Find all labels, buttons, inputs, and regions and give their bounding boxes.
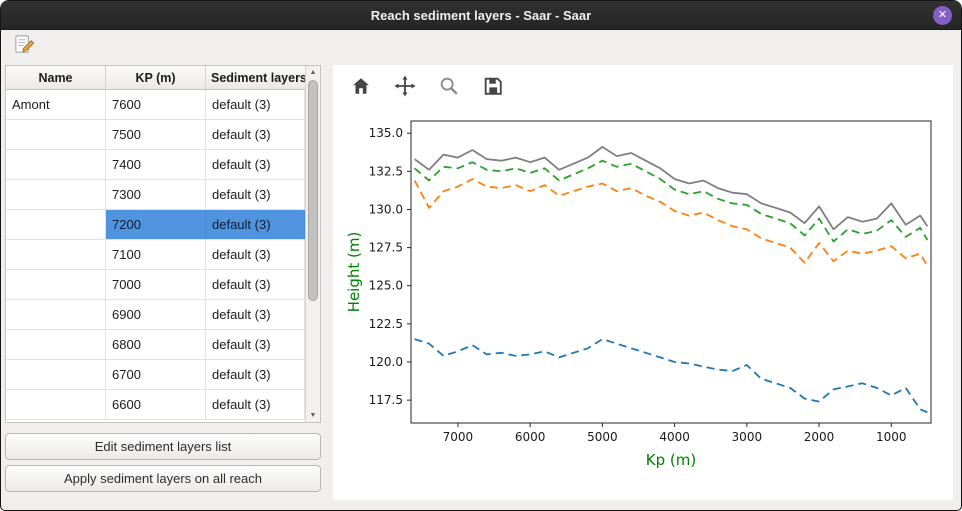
svg-text:125.0: 125.0 (369, 279, 403, 293)
cell-name (6, 240, 106, 269)
table-scrollbar[interactable]: ▲ ▼ (305, 66, 320, 422)
plot-panel: 117.5 120.0 122.5 125.0 127.5 130.0 132.5 135.0… (333, 65, 953, 500)
table-header: Name KP (m) Sediment layers (6, 66, 320, 90)
scrollbar-thumb[interactable] (308, 80, 318, 301)
svg-text:135.0: 135.0 (369, 126, 403, 140)
floppy-disk-icon (482, 75, 504, 102)
cell-kp: 6600 (106, 390, 206, 419)
cell-layers: default (3) (206, 120, 305, 149)
cell-name (6, 390, 106, 419)
cell-layers: default (3) (206, 270, 305, 299)
table-row[interactable]: 7400 default (3) (6, 150, 305, 180)
cell-layers: default (3) (206, 300, 305, 329)
home-button[interactable] (345, 73, 377, 103)
cell-name (6, 150, 106, 179)
cell-name (6, 360, 106, 389)
cell-layers: default (3) (206, 390, 305, 419)
series-water-line (414, 146, 929, 231)
edit-sediment-layers-list-button[interactable]: Edit sediment layers list (5, 433, 321, 460)
cell-name (6, 180, 106, 209)
magnifier-icon (438, 75, 460, 102)
table-row[interactable]: 6700 default (3) (6, 360, 305, 390)
titlebar[interactable]: Reach sediment layers - Saar - Saar ✕ (1, 1, 961, 30)
svg-text:2000: 2000 (804, 430, 835, 444)
cell-layers: default (3) (206, 330, 305, 359)
y-axis-label: Height (m) (345, 232, 363, 313)
x-axis-label: Kp (m) (646, 451, 696, 469)
svg-text:6000: 6000 (515, 430, 546, 444)
plot-toolbar (333, 65, 953, 105)
edit-sediment-button[interactable] (11, 34, 37, 60)
cell-layers: default (3) (206, 150, 305, 179)
svg-text:130.0: 130.0 (369, 202, 403, 216)
table-row[interactable]: 6600 default (3) (6, 390, 305, 420)
cell-layers: default (3) (206, 90, 305, 119)
svg-text:1000: 1000 (876, 430, 907, 444)
cell-name (6, 330, 106, 359)
cell-layers: default (3) (206, 210, 305, 239)
cell-name: Amont (6, 90, 106, 119)
main-toolbar (11, 34, 37, 60)
close-icon: ✕ (937, 9, 948, 21)
table-row[interactable]: 7500 default (3) (6, 120, 305, 150)
cell-layers: default (3) (206, 360, 305, 389)
svg-text:7000: 7000 (443, 430, 474, 444)
scroll-up-icon[interactable]: ▲ (309, 69, 317, 76)
table-row[interactable]: Amont 7600 default (3) (6, 90, 305, 120)
table-row[interactable]: 7200 default (3) (6, 210, 305, 240)
table-row[interactable]: 7000 default (3) (6, 270, 305, 300)
svg-text:120.0: 120.0 (369, 355, 403, 369)
cell-layers: default (3) (206, 180, 305, 209)
cell-name (6, 120, 106, 149)
svg-text:132.5: 132.5 (369, 164, 403, 178)
header-sediment-layers[interactable]: Sediment layers (206, 66, 320, 89)
cell-kp: 7000 (106, 270, 206, 299)
table-row[interactable]: 7300 default (3) (6, 180, 305, 210)
header-name[interactable]: Name (6, 66, 106, 89)
window-title: Reach sediment layers - Saar - Saar (370, 7, 592, 23)
zoom-button[interactable] (433, 73, 465, 103)
sediment-profile-chart[interactable]: 117.5 120.0 122.5 125.0 127.5 130.0 132.5 135.0… (339, 105, 943, 489)
cell-kp: 6900 (106, 300, 206, 329)
cell-name (6, 270, 106, 299)
cell-name (6, 300, 106, 329)
save-button[interactable] (477, 73, 509, 103)
cell-kp: 7400 (106, 150, 206, 179)
table-row[interactable]: 6800 default (3) (6, 330, 305, 360)
svg-text:3000: 3000 (732, 430, 763, 444)
svg-text:117.5: 117.5 (369, 393, 403, 407)
series-bottom-layer (414, 338, 928, 414)
apply-sediment-layers-button[interactable]: Apply sediment layers on all reach (5, 465, 321, 492)
cell-kp: 7300 (106, 180, 206, 209)
cell-name (6, 210, 106, 239)
table-body: Amont 7600 default (3) 7500 default (3) 7400 d… (6, 90, 305, 422)
series-layer-1 (414, 159, 929, 243)
chart-axes: 117.5 120.0 122.5 125.0 127.5 130.0 132.5 135.0… (369, 120, 932, 444)
svg-text:4000: 4000 (659, 430, 690, 444)
sediment-table: Name KP (m) Sediment layers Amont 7600 def… (5, 65, 321, 423)
cell-kp: 6800 (106, 330, 206, 359)
close-button[interactable]: ✕ (933, 6, 952, 25)
scroll-down-icon[interactable]: ▼ (309, 412, 317, 419)
table-row[interactable]: 7100 default (3) (6, 240, 305, 270)
pan-button[interactable] (389, 73, 421, 103)
move-arrows-icon (394, 74, 416, 102)
svg-text:5000: 5000 (587, 430, 618, 444)
cell-kp: 7500 (106, 120, 206, 149)
sediment-table-panel: Name KP (m) Sediment layers Amont 7600 def… (5, 65, 321, 504)
document-edit-icon (13, 33, 36, 61)
cell-kp: 6700 (106, 360, 206, 389)
cell-kp: 7100 (106, 240, 206, 269)
cell-layers: default (3) (206, 240, 305, 269)
cell-kp: 7600 (106, 90, 206, 119)
home-icon (350, 75, 372, 102)
header-kp[interactable]: KP (m) (106, 66, 206, 89)
series-layer-2 (413, 178, 929, 267)
svg-text:127.5: 127.5 (369, 241, 403, 255)
cell-kp: 7200 (106, 210, 206, 239)
table-row[interactable]: 6900 default (3) (6, 300, 305, 330)
svg-text:122.5: 122.5 (369, 317, 403, 331)
